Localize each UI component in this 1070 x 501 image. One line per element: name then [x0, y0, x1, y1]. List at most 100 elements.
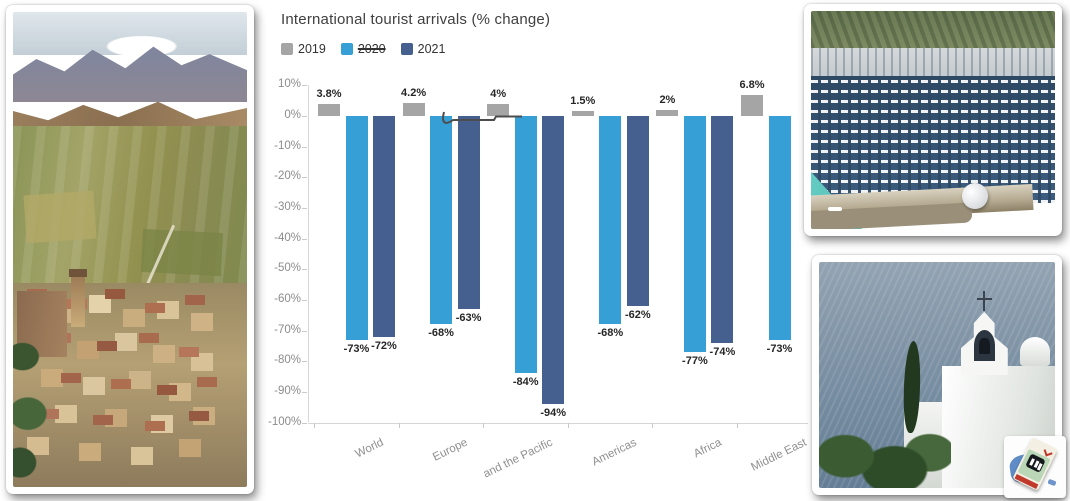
bar-value-label: -63% — [455, 312, 482, 325]
legend-label: 2019 — [298, 42, 326, 56]
small-boat — [828, 207, 843, 212]
x-axis-tick — [567, 422, 569, 428]
bar-value-label: -68% — [597, 327, 624, 340]
y-axis-tick-label: -50% — [274, 262, 301, 275]
bar-2021-and-the-pacific — [542, 116, 565, 405]
dome — [1019, 336, 1051, 366]
cross-icon — [982, 291, 985, 312]
y-axis-tick — [302, 85, 307, 87]
y-axis-tick — [302, 269, 307, 271]
x-category-label: Middle East — [748, 436, 808, 474]
town-trees — [13, 323, 59, 487]
y-axis-tick — [302, 391, 307, 393]
bar-value-label: -72% — [371, 339, 397, 352]
corner-logo — [1004, 436, 1066, 498]
y-axis-tick — [302, 116, 307, 117]
bar-2020-middle-east — [768, 116, 791, 340]
bar-value-label: -94% — [540, 407, 567, 420]
y-axis-tick-label: -70% — [274, 323, 301, 336]
bar-2019-americas — [571, 111, 594, 116]
x-category-label: World — [353, 436, 386, 461]
x-axis-tick — [483, 422, 485, 428]
tourist-arrivals-chart: International tourist arrivals (% change… — [268, 0, 808, 501]
bar-value-label: 4.2% — [401, 87, 427, 100]
round-tower — [962, 183, 989, 210]
y-axis-tick-label: -90% — [274, 384, 301, 397]
bar-value-label: -74% — [709, 345, 736, 358]
x-axis-line — [308, 422, 808, 424]
bar-2020-and-the-pacific — [514, 116, 537, 374]
bell-tower-cap — [69, 268, 87, 277]
hillside-town-image — [13, 12, 247, 487]
y-axis-tick-label: -100% — [268, 415, 302, 428]
y-axis-tick-label: -40% — [274, 231, 301, 244]
bar-value-label: 2% — [659, 93, 676, 106]
logo-glyph — [1029, 458, 1035, 466]
y-axis-tick — [302, 299, 307, 301]
bar-2021-americas — [626, 116, 649, 307]
bar-2020-americas — [599, 116, 622, 325]
y-axis-tick-label: -10% — [274, 139, 301, 152]
logo-checkmark-icon — [1043, 447, 1053, 457]
bell — [979, 337, 991, 354]
y-axis-tick-label: 0% — [284, 109, 301, 121]
legend-item-2021: 2021 — [400, 42, 446, 56]
hills — [811, 11, 1055, 49]
photo-marina — [804, 4, 1062, 236]
field-patch — [23, 190, 97, 243]
marina-image — [811, 11, 1055, 229]
logo-emblem — [1025, 453, 1046, 473]
legend-label: 2021 — [417, 42, 446, 56]
y-axis-tick-label: 10% — [277, 78, 301, 91]
legend-marker — [281, 43, 293, 55]
y-axis-tick — [302, 361, 307, 363]
bar-2019-africa — [656, 109, 679, 116]
logo-blue-dot — [1047, 478, 1057, 487]
bar-value-label: -68% — [428, 327, 454, 340]
x-category-label: Europe — [431, 436, 470, 464]
y-axis-tick — [302, 330, 307, 332]
legend-label: 2020 — [357, 42, 386, 56]
bar-value-label: 3.8% — [316, 88, 342, 101]
sky — [13, 12, 247, 55]
photo-hillside-town — [6, 5, 254, 494]
bar-2021-world — [373, 116, 395, 337]
bar-value-label: -62% — [624, 309, 651, 322]
bar-2019-middle-east — [741, 95, 763, 116]
bar-2021-europe — [457, 116, 480, 310]
bar-value-label: -73% — [766, 342, 793, 355]
town — [13, 268, 247, 487]
waterfront-buildings — [811, 48, 1055, 81]
bar-2021-africa — [711, 116, 734, 343]
x-axis-tick — [398, 422, 400, 428]
chart-legend: 2019 2020 2021 — [281, 42, 445, 56]
bar-2019-and-the-pacific — [487, 103, 510, 116]
cross-icon — [976, 298, 992, 301]
x-axis-tick — [737, 422, 738, 428]
x-axis-tick — [314, 422, 315, 428]
trees — [819, 429, 952, 488]
bell-tower — [71, 274, 85, 327]
bar-value-label: -73% — [343, 342, 370, 355]
bar-value-label: 6.8% — [739, 79, 765, 92]
y-axis-tick — [302, 207, 307, 209]
photo-church — [812, 255, 1062, 495]
y-axis-tick — [302, 422, 307, 424]
legend-item-2019: 2019 — [281, 42, 326, 56]
y-axis-tick — [302, 177, 307, 179]
legend-marker — [400, 43, 413, 55]
bar-2020-europe — [430, 116, 453, 325]
y-axis-tick-label: -30% — [274, 200, 301, 213]
y-axis-tick-label: -20% — [274, 170, 301, 183]
legend-marker — [340, 43, 353, 55]
x-category-label: Africa — [691, 436, 724, 461]
bar-2020-world — [345, 116, 368, 340]
bar-2019-europe — [402, 103, 425, 116]
chart-title: International tourist arrivals (% change… — [281, 11, 551, 28]
y-axis-tick-label: -80% — [274, 354, 301, 367]
y-axis-tick — [302, 238, 307, 240]
bar-value-label: -84% — [512, 376, 539, 389]
y-axis-tick — [302, 146, 307, 148]
marina-boats — [811, 76, 1055, 203]
